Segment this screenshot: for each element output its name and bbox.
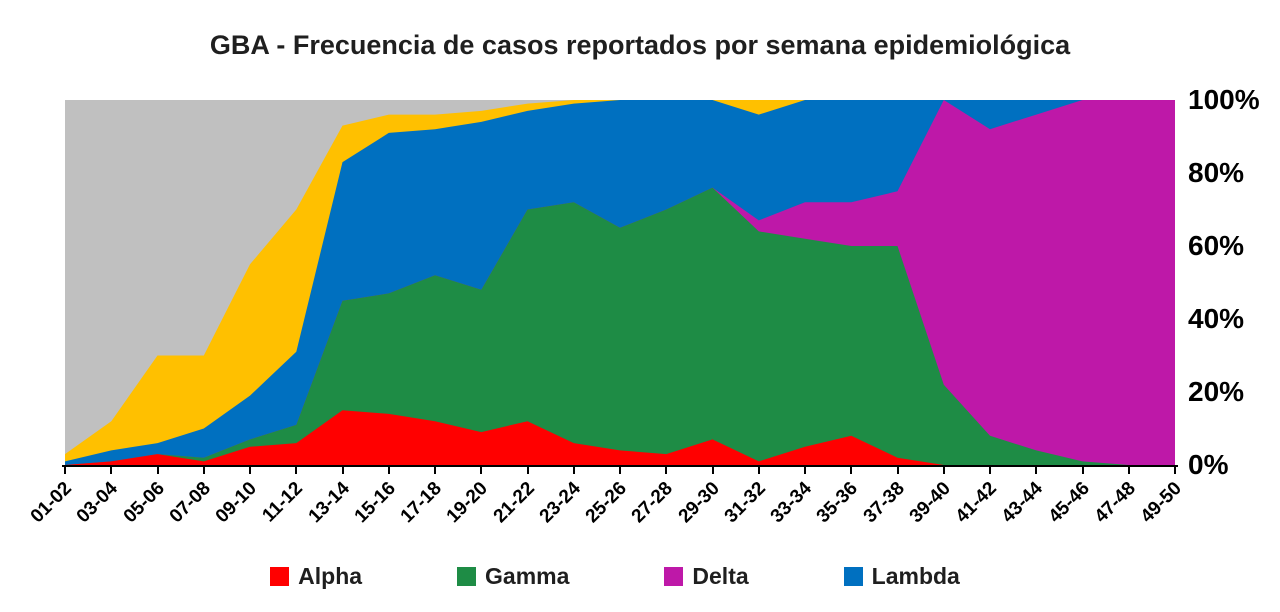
legend-swatch-gamma: [457, 567, 477, 586]
x-axis-tick: [665, 467, 668, 474]
area-alpha: [65, 410, 1175, 465]
x-axis-tick: [110, 467, 113, 474]
legend-item-alpha: Alpha: [270, 563, 362, 590]
y-tick-label: 80%: [1188, 157, 1245, 188]
x-axis-tick: [1081, 467, 1084, 474]
legend: Alpha Gamma Delta Lambda: [0, 563, 1230, 590]
y-tick-label: 20%: [1188, 376, 1245, 407]
x-axis-tick: [1174, 467, 1176, 474]
legend-label-lambda: Lambda: [871, 563, 960, 589]
x-axis-line: [62, 465, 1178, 467]
y-tick-label: 0%: [1188, 449, 1229, 480]
x-axis-tick: [989, 467, 991, 474]
legend-item-gamma: Gamma: [457, 563, 569, 590]
legend-label-alpha: Alpha: [298, 563, 363, 589]
x-axis-tick: [572, 467, 575, 474]
x-axis-tick: [850, 467, 853, 474]
x-axis-tick: [341, 467, 344, 474]
x-axis-tick: [156, 467, 159, 474]
legend-swatch-delta: [664, 567, 684, 586]
x-axis-tick: [387, 467, 390, 474]
legend-label-gamma: Gamma: [485, 563, 570, 589]
x-axis-tick: [1035, 467, 1038, 474]
y-tick-label: 100%: [1188, 84, 1260, 115]
x-axis-tick: [1127, 467, 1130, 474]
x-axis-tick: [896, 467, 899, 474]
area-gamma: [65, 187, 1175, 465]
legend-swatch-alpha: [270, 567, 290, 586]
x-axis-tick: [526, 467, 529, 474]
x-axis-tick: [804, 467, 806, 474]
legend-item-lambda: Lambda: [843, 563, 960, 590]
legend-item-delta: Delta: [664, 563, 749, 590]
x-axis-tick: [295, 467, 298, 474]
x-axis-tick: [619, 467, 621, 474]
chart-title: GBA - Frecuencia de casos reportados por…: [209, 30, 1071, 60]
x-axis-tick: [480, 467, 483, 474]
x-axis-tick: [64, 467, 66, 474]
x-axis-tick: [711, 467, 714, 474]
x-axis-tick: [202, 467, 205, 474]
legend-label-delta: Delta: [692, 563, 749, 589]
x-axis-tick: [942, 467, 945, 474]
plot-area: [65, 100, 1175, 465]
x-axis-tick: [434, 467, 436, 474]
x-axis-tick: [249, 467, 251, 474]
x-axis-tick: [757, 467, 760, 474]
y-tick-label: 40%: [1188, 303, 1245, 334]
y-tick-label: 60%: [1188, 230, 1245, 261]
legend-swatch-lambda: [843, 567, 863, 586]
